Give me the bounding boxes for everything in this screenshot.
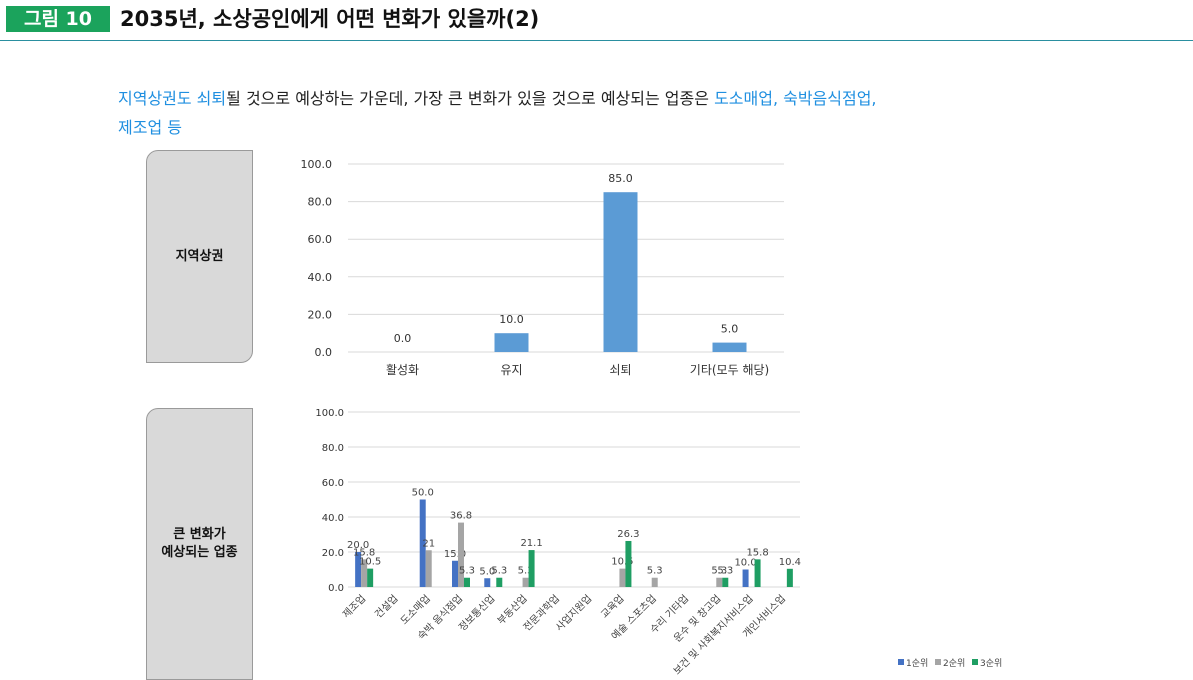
x-tick-label: 건설업 xyxy=(372,592,401,621)
y-tick-label: 80.0 xyxy=(308,196,333,209)
y-tick-label: 20.0 xyxy=(308,308,333,321)
data-label: 50.0 xyxy=(412,488,434,499)
data-label: 5.3 xyxy=(647,566,663,577)
section-label-line: 큰 변화가 xyxy=(173,527,226,542)
figure-title: 2035년, 소상공인에게 어떤 변화가 있을까(2) xyxy=(120,7,540,31)
data-label: 36.8 xyxy=(450,511,472,522)
data-label: 10.5 xyxy=(611,557,633,568)
data-label: 5.3 xyxy=(518,566,534,577)
bar xyxy=(619,568,626,587)
bar xyxy=(361,559,368,587)
data-label: 15.0 xyxy=(444,549,466,560)
y-tick-label: 40.0 xyxy=(322,513,344,524)
bar xyxy=(754,559,761,587)
bar xyxy=(367,568,374,587)
data-label: 85.0 xyxy=(608,172,633,185)
data-label: 5.3 xyxy=(711,566,727,577)
y-tick-label: 60.0 xyxy=(322,478,344,489)
legend-swatch xyxy=(935,659,941,665)
bar xyxy=(712,342,747,352)
data-label: 5.3 xyxy=(459,566,475,577)
data-label: 20.0 xyxy=(347,540,369,551)
legend-swatch xyxy=(898,659,904,665)
legend-label: 2순위 xyxy=(943,658,965,669)
x-tick-label: 활성화 xyxy=(386,363,419,377)
x-tick-label: 기타(모두 해당) xyxy=(690,363,769,377)
bar xyxy=(742,569,749,587)
bar xyxy=(603,192,638,352)
bar xyxy=(464,577,470,587)
local-commerce-bar-chart: 0.0 20.0 40.0 60.0 80.0 100.0 0.0 활성화 10.0 유지 85.0… xyxy=(301,158,784,377)
section-label-line: 지역상권 xyxy=(175,248,224,264)
bar xyxy=(625,540,632,587)
data-label: 15.8 xyxy=(746,547,768,558)
lead-body: 될 것으로 예상하는 가운데, 가장 큰 변화가 있을 것으로 예상되는 업종은 xyxy=(226,89,715,108)
lead-highlight-3: 제조업 등 xyxy=(118,118,182,137)
y-tick-label: 80.0 xyxy=(322,443,344,454)
data-label: 10.4 xyxy=(779,557,801,568)
bar xyxy=(528,550,535,587)
bar xyxy=(522,577,529,587)
bar xyxy=(722,577,729,587)
section-label-industries: 큰 변화가 예상되는 업종 xyxy=(146,408,253,680)
section-label-line: 예상되는 업종 xyxy=(161,545,238,560)
legend-swatch xyxy=(972,659,978,665)
bar xyxy=(716,577,723,587)
y-tick-label: 40.0 xyxy=(308,271,333,284)
x-tick-label: 교육업 xyxy=(598,592,627,621)
y-tick-label: 20.0 xyxy=(322,548,344,559)
data-label: 5.3 xyxy=(717,566,733,577)
legend-label: 1순위 xyxy=(906,658,928,669)
figure-label: 그림 10 xyxy=(6,6,110,32)
y-tick-label: 100.0 xyxy=(315,408,344,419)
bar xyxy=(355,552,362,587)
data-label: 21 xyxy=(422,538,435,549)
y-tick-label: 100.0 xyxy=(301,158,333,171)
bar xyxy=(452,560,458,587)
lead-text: 지역상권도 쇠퇴될 것으로 예상하는 가운데, 가장 큰 변화가 있을 것으로 … xyxy=(118,84,1168,142)
data-label: 0.0 xyxy=(394,332,412,345)
title-divider xyxy=(0,40,1193,41)
legend-label: 3순위 xyxy=(980,658,1002,669)
data-label: 5.0 xyxy=(721,323,739,336)
data-label: 10.5 xyxy=(359,557,381,568)
data-label: 15.8 xyxy=(353,547,375,558)
bar xyxy=(494,333,529,352)
bar xyxy=(651,577,658,587)
bar xyxy=(786,568,793,587)
bar xyxy=(484,578,491,587)
bar xyxy=(458,522,464,587)
x-tick-label: 제조업 xyxy=(340,592,369,621)
data-label: 5.3 xyxy=(491,566,507,577)
y-tick-label: 60.0 xyxy=(308,233,333,246)
data-label: 10.0 xyxy=(499,313,524,326)
data-label: 10.0 xyxy=(734,558,756,569)
bar xyxy=(496,577,503,587)
bar xyxy=(425,550,432,587)
data-label: 21.1 xyxy=(520,538,542,549)
y-tick-label: 0.0 xyxy=(315,346,333,359)
lead-highlight-2: 도소매업, 숙박음식점업, xyxy=(714,89,877,108)
bar xyxy=(419,499,426,587)
lead-highlight-1: 지역상권도 쇠퇴 xyxy=(118,89,227,108)
section-label-local-commerce: 지역상권 xyxy=(146,150,253,363)
x-tick-label: 유지 xyxy=(500,363,522,377)
data-label: 26.3 xyxy=(617,529,639,540)
y-tick-label: 0.0 xyxy=(328,583,344,594)
x-tick-label: 쇠퇴 xyxy=(609,363,631,377)
data-label: 5.0 xyxy=(479,566,495,577)
